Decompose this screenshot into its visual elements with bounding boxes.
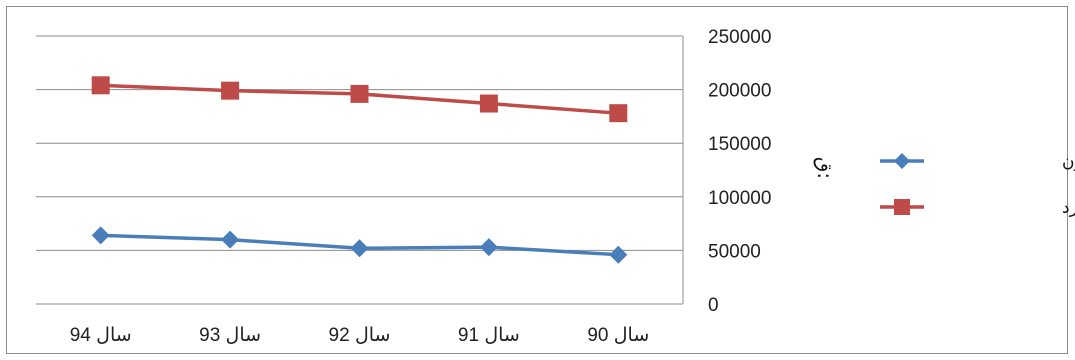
x-tick-label: سال 94 <box>70 325 132 346</box>
y-axis-ticks: 250000 200000 150000 100000 50000 0 <box>708 27 771 316</box>
y-tick-label: 250000 <box>708 27 771 48</box>
x-tick-label: سال 93 <box>199 325 261 346</box>
legend-swatch-marker <box>894 199 910 215</box>
legend-label: جمعیت فعال مرد <box>1062 198 1075 218</box>
legend-label: جمعیت فعال زن <box>1062 152 1075 172</box>
series-0 <box>91 226 628 264</box>
data-point <box>479 238 498 257</box>
series-group <box>91 76 628 264</box>
data-point <box>91 76 110 95</box>
gridlines <box>36 35 684 305</box>
legend-swatch-marker <box>894 153 910 169</box>
chart-frame <box>6 6 1068 354</box>
x-tick-label: سال 91 <box>458 325 520 346</box>
data-point <box>350 239 369 258</box>
legend-item: جمعیت فعال مرد <box>880 198 1075 218</box>
data-point <box>221 81 240 100</box>
y-tick-label: 200000 <box>708 81 771 102</box>
y-tick-label: 150000 <box>708 134 771 155</box>
y-tick-label: 100000 <box>708 188 771 209</box>
data-point <box>350 84 369 103</box>
data-point <box>609 245 628 264</box>
data-point <box>221 230 240 249</box>
legend: جمعیت فعال زن جمعیت فعال مرد <box>880 152 1075 218</box>
x-tick-label: سال 90 <box>587 325 649 346</box>
y-tick-label: 50000 <box>708 241 761 262</box>
series-1 <box>91 76 628 123</box>
data-point <box>609 104 628 123</box>
legend-item: جمعیت فعال زن <box>880 152 1075 172</box>
y-axis-label: ق: <box>813 157 837 179</box>
x-axis-ticks: سال 94 سال 93 سال 92 سال 91 سال 90 <box>70 325 650 346</box>
data-point <box>91 226 110 245</box>
x-tick-label: سال 92 <box>329 325 391 346</box>
data-point <box>479 94 498 113</box>
y-tick-label: 0 <box>708 295 719 316</box>
